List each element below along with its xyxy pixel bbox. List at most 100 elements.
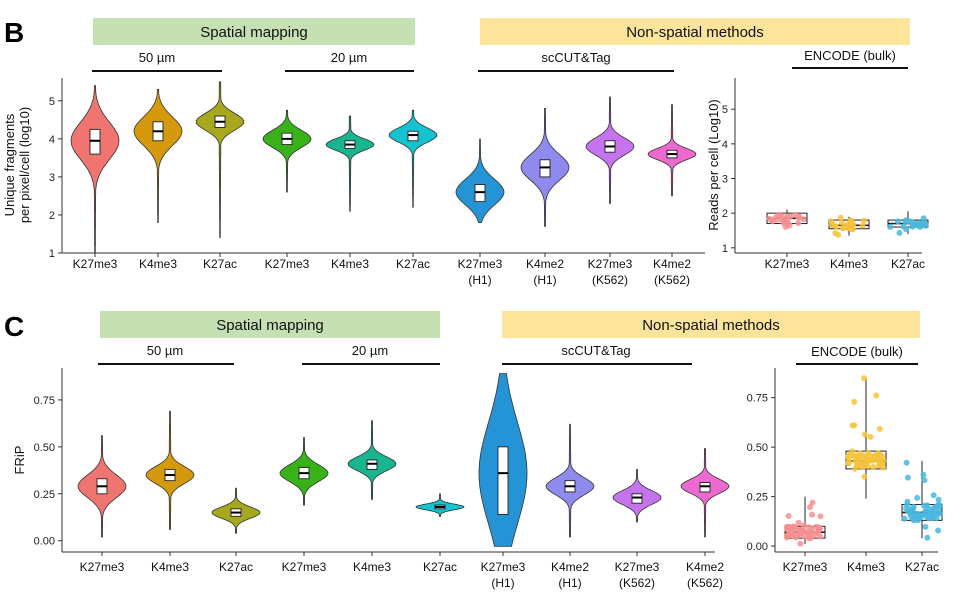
box-data-point [845,460,852,467]
box-data-point [877,451,884,458]
b-spatial-header: Spatial mapping [200,24,308,41]
c-violin-chart: 0.00 0.25 0.50 0.75 FRiP K27me3 K4me3 K27ac K27m… [12,368,730,590]
box-data-point [797,540,804,547]
x-tick-label-line: K4me3 [353,560,391,574]
x-tick-label: K27ac [891,257,925,271]
x-tick-label-line: K27me3 [783,560,828,574]
box-data-point [806,524,813,531]
c-spatial-header: Spatial mapping [216,317,324,334]
y-tick-label: 1 [49,248,55,260]
box-data-point [930,492,937,499]
panel-label-c: C [4,311,24,342]
x-tick-label: K27me3 [265,257,310,271]
x-tick-label-line: K4me3 [331,257,369,271]
c-nonspatial-header-bg [502,311,920,338]
box-data-point [861,375,867,382]
box-data-point [903,459,910,466]
violin-shape [70,85,120,254]
x-tick-label: K4me2 (H1) [526,257,564,287]
x-tick-label-line: K4me3 [847,560,885,574]
x-tick-label-line: K27me3 [458,257,503,271]
c-sub-encode: ENCODE (bulk) [811,344,903,359]
x-tick-label: K4me3 [830,257,868,271]
violin-shape [133,89,183,223]
box-data-point [859,222,866,229]
y-tick-label: 4 [49,134,55,146]
box-data-point [922,523,929,530]
x-tick-label: K27me3 (H1) [458,257,503,287]
box-data-point [887,223,894,230]
y-tick-label: 0.25 [34,489,55,501]
y-tick-label: 0.00 [747,541,768,553]
box-data-point [914,494,921,501]
box-data-point [815,529,821,536]
box-data-point [904,474,911,481]
y-tick-label: 0.00 [34,536,55,548]
b-sub-sccut: scCUT&Tag [541,50,610,65]
box-data-point [921,502,927,509]
box-data-point [839,225,846,232]
box-data-point [869,457,876,464]
x-tick-label: K27me3 [765,257,810,271]
box-data-point [817,513,824,520]
box-data-point [920,471,927,478]
x-tick-label-line: K27ac [203,257,237,271]
x-tick-label-line: K27me3 [265,257,310,271]
box-data-point [835,231,842,238]
x-tick-label-line: K27me3 [481,560,526,574]
y-axis-label-line: Reads per cell (Log10) [706,99,721,231]
y-axis-label: Reads per cell (Log10) [706,99,721,231]
box-data-point [924,534,931,541]
x-tick-label-line: K4me2 [653,257,691,271]
box-data-point [787,213,794,220]
violin-shape [455,138,505,223]
box-data-point [800,216,807,223]
y-tick-label: 0.75 [747,393,768,405]
box-data-point [861,431,868,438]
x-tick-label: K4me3 [331,257,369,271]
b-nonspatial-header-bg [480,18,910,45]
box-data-point [766,215,773,222]
x-tick-label: K4me3 [139,257,177,271]
violin-shape [680,448,730,538]
box-data-point [864,463,871,469]
box-data-point [828,222,835,228]
box-data-point [909,506,916,513]
y-axis-label-line: per pixel/cell (log10) [17,107,32,223]
box-data-point [778,216,785,223]
box-data-point [921,477,928,484]
box-data-point [787,532,794,538]
c-sub-20um: 20 µm [352,343,388,358]
box-data-point [933,503,940,510]
b-violin-chart: 1 2 3 4 5 Unique fragmentsper pixel/cell (log… [2,78,705,287]
box-data-point [896,229,903,236]
x-tick-label-line: K4me2 [526,257,564,271]
violin-shape [262,109,312,193]
y-tick-label: 1 [722,243,728,255]
x-tick-label-line: K27ac [905,560,939,574]
x-tick-label-line: K4me2 [551,560,589,574]
box-data-point [807,504,813,511]
box-data-point [867,433,874,440]
x-tick-label-line: K4me3 [139,257,177,271]
x-tick-label-line: K4me3 [151,560,189,574]
x-tick-label: K27me3 [73,257,118,271]
b-nonspatial-header: Non-spatial methods [626,24,764,41]
x-tick-label-line: (H1) [491,576,514,590]
x-tick-label-line: K4me2 [686,560,724,574]
box-data-point [809,511,816,518]
box-data-point [904,501,911,508]
box-data-point [797,526,804,533]
x-tick-label: K4me3 [151,560,189,574]
box-data-point [784,220,791,227]
box-data-point [865,449,871,456]
box-data-point [935,496,942,503]
y-axis-label: FRiP [12,446,27,475]
y-tick-label: 5 [722,104,728,116]
box-data-point [809,499,816,506]
box-data-point [795,519,802,526]
box-data-point [895,218,901,225]
x-tick-label: K4me3 [847,560,885,574]
box-data-point [909,223,916,230]
